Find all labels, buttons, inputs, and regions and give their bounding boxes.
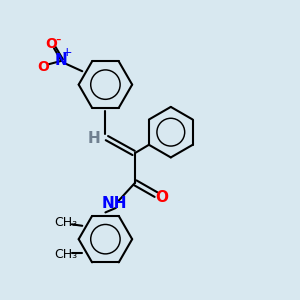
Text: O: O <box>155 190 168 205</box>
Text: +: + <box>61 46 72 59</box>
Text: N: N <box>55 53 68 68</box>
Text: O: O <box>45 38 57 52</box>
Text: -: - <box>56 32 61 46</box>
Text: H: H <box>87 130 100 146</box>
Text: O: O <box>38 60 50 74</box>
Text: CH₃: CH₃ <box>54 216 77 229</box>
Text: NH: NH <box>102 196 127 211</box>
Text: CH₃: CH₃ <box>54 248 77 260</box>
